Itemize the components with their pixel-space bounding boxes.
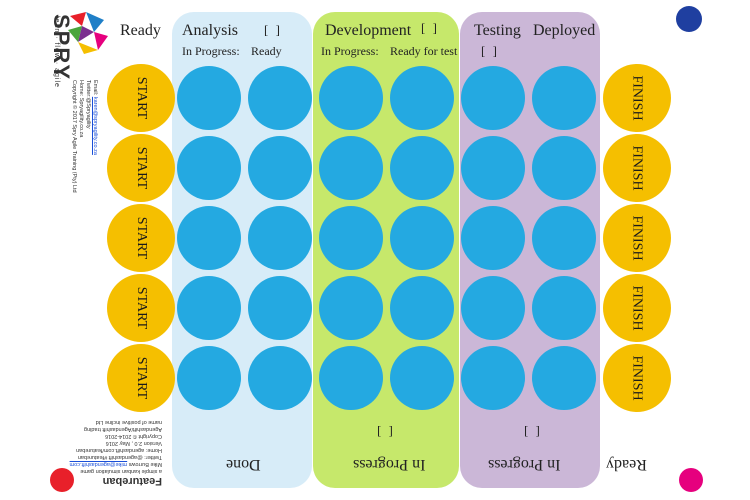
token-slot[interactable] — [390, 136, 454, 200]
token-slot[interactable] — [177, 66, 241, 130]
featureban-version: Version 2.0 , May 2016 — [105, 440, 162, 446]
finish-label: FINISH — [630, 145, 645, 191]
token-slot[interactable] — [461, 136, 525, 200]
token-slot[interactable] — [177, 276, 241, 340]
featureban-twitter: Twitter: @agendashift #featureban — [77, 454, 162, 460]
token-slot[interactable] — [461, 276, 525, 340]
featureban-home: Home: agendashift.com/featureban — [76, 447, 162, 453]
token-slot[interactable] — [532, 346, 596, 410]
token-slot[interactable] — [390, 66, 454, 130]
token-slot[interactable] — [532, 66, 596, 130]
finish-coin[interactable]: FINISH — [603, 274, 671, 342]
token-slot[interactable] — [319, 136, 383, 200]
development-ready-label: Ready for test — [390, 44, 458, 58]
token-slot[interactable] — [390, 206, 454, 270]
token-slot[interactable] — [248, 346, 312, 410]
start-label: START — [133, 286, 149, 330]
token-slot[interactable] — [177, 206, 241, 270]
token-slot[interactable] — [461, 206, 525, 270]
start-label: START — [133, 356, 149, 400]
start-label: START — [133, 146, 149, 190]
token-slot[interactable] — [319, 346, 383, 410]
finish-label: FINISH — [630, 215, 645, 261]
corner-dot-top-right — [676, 6, 702, 32]
finish-coin[interactable]: FINISH — [603, 64, 671, 132]
spry-credits: Email: karen@spryagility.co.za Twitter:@… — [70, 80, 98, 193]
analysis-in-progress-label: In Progress: — [182, 44, 240, 58]
token-slot[interactable] — [532, 136, 596, 200]
analysis-ready-label: Ready — [251, 44, 282, 58]
finish-coin[interactable]: FINISH — [603, 344, 671, 412]
token-slot[interactable] — [177, 346, 241, 410]
token-slot[interactable] — [461, 346, 525, 410]
token-slot[interactable] — [319, 66, 383, 130]
start-coin[interactable]: START — [107, 204, 175, 272]
dev-in-progress-wip-limit[interactable]: [ ] — [375, 425, 393, 440]
token-slot[interactable] — [390, 276, 454, 340]
token-slot[interactable] — [248, 206, 312, 270]
finish-label: FINISH — [630, 75, 645, 121]
test-in-progress-wip-limit[interactable]: [ ] — [522, 425, 540, 440]
corner-dot-bottom-right — [679, 468, 703, 492]
corner-dot-bottom-left — [50, 468, 74, 492]
development-wip-limit[interactable]: [ ] — [421, 20, 439, 35]
done-footer: Done — [226, 456, 261, 473]
finish-label: FINISH — [630, 285, 645, 331]
start-coin[interactable]: START — [107, 274, 175, 342]
start-label: START — [133, 216, 149, 260]
featureban-email-link[interactable]: mike@agendashift.com — [69, 461, 128, 467]
start-coin[interactable]: START — [107, 344, 175, 412]
token-slot[interactable] — [248, 276, 312, 340]
token-slot[interactable] — [319, 276, 383, 340]
ready-footer: Ready — [606, 456, 647, 473]
testing-wip-limit[interactable]: [ ] — [481, 43, 499, 58]
featureban-copyright: Copyright © 2014-2016 Agendashift/Agenda… — [84, 426, 162, 439]
start-label: START — [133, 76, 149, 120]
token-slot[interactable] — [177, 136, 241, 200]
analysis-wip-limit[interactable]: [ ] — [264, 22, 282, 37]
token-slot[interactable] — [390, 346, 454, 410]
analysis-header: Analysis — [182, 22, 238, 39]
token-slot[interactable] — [248, 136, 312, 200]
featureban-author: Mike Burrows — [128, 461, 162, 467]
development-header: Development — [325, 22, 412, 39]
token-slot[interactable] — [461, 66, 525, 130]
token-slot[interactable] — [319, 206, 383, 270]
ready-header: Ready — [120, 22, 161, 39]
spry-twitter: Twitter:@Spryagility — [85, 80, 91, 129]
finish-coin[interactable]: FINISH — [603, 204, 671, 272]
spry-home: Home: Spryagility.co.za — [78, 80, 84, 138]
deployed-header: Deployed — [533, 22, 596, 39]
spry-email-label: Email: — [92, 80, 98, 96]
spry-copyright: Copyright © 2017 Spry Agile Training (Pt… — [71, 80, 77, 193]
featureban-trading: name of positive incline Ltd — [95, 419, 162, 425]
token-slot[interactable] — [248, 66, 312, 130]
development-in-progress-label: In Progress: — [321, 44, 379, 58]
testing-header: Testing — [474, 22, 521, 39]
finish-label: FINISH — [630, 355, 645, 401]
dev-in-progress-footer: In Progress — [353, 456, 426, 473]
spry-email-link[interactable]: karen@spryagility.co.za — [92, 96, 98, 155]
start-coin[interactable]: START — [107, 64, 175, 132]
token-slot[interactable] — [532, 276, 596, 340]
finish-coin[interactable]: FINISH — [603, 134, 671, 202]
test-in-progress-footer: In Progress — [488, 456, 561, 473]
spry-wordmark: SPRY — [49, 14, 74, 82]
spry-tagline: lean · flow · agile — [53, 16, 60, 88]
token-slot[interactable] — [532, 206, 596, 270]
start-coin[interactable]: START — [107, 134, 175, 202]
spry-logo-icon — [68, 12, 108, 54]
